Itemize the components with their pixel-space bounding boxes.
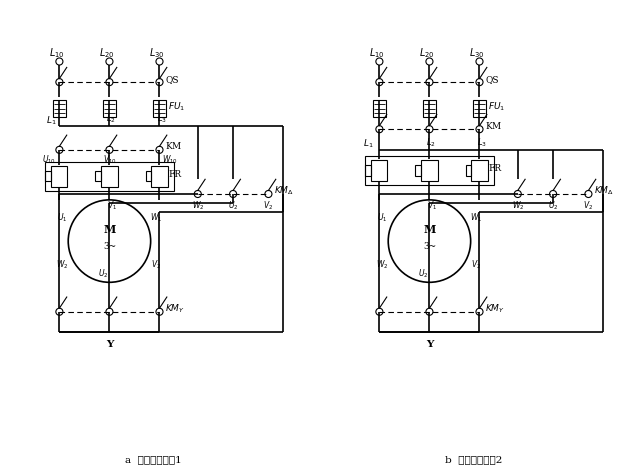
Text: $L_3$: $L_3$ bbox=[477, 136, 486, 149]
Text: $U_1$: $U_1$ bbox=[377, 211, 388, 224]
Text: $V_2$: $V_2$ bbox=[264, 200, 273, 212]
Bar bbox=[421, 160, 438, 181]
Text: Y: Y bbox=[106, 340, 113, 349]
Text: FR: FR bbox=[168, 170, 182, 179]
Text: $U_{10}$: $U_{10}$ bbox=[42, 154, 56, 166]
Text: $W_2$: $W_2$ bbox=[511, 200, 524, 212]
Text: M: M bbox=[423, 224, 436, 235]
Text: $L_2$: $L_2$ bbox=[106, 113, 116, 125]
Text: $V_1$: $V_1$ bbox=[108, 200, 117, 212]
Text: $W_1$: $W_1$ bbox=[470, 211, 483, 224]
Text: $U_2$: $U_2$ bbox=[419, 267, 429, 280]
Bar bbox=[365, 156, 494, 185]
Text: $V_2$: $V_2$ bbox=[584, 200, 593, 212]
Text: $W_2$: $W_2$ bbox=[376, 258, 388, 271]
Bar bbox=[95, 171, 101, 182]
Text: 3~: 3~ bbox=[103, 243, 116, 252]
Text: $V_2$: $V_2$ bbox=[472, 258, 481, 271]
Text: $FU_1$: $FU_1$ bbox=[488, 101, 506, 113]
Bar bbox=[52, 100, 66, 118]
Bar bbox=[45, 162, 174, 191]
Text: $L_{10}$: $L_{10}$ bbox=[49, 46, 64, 60]
Bar bbox=[101, 166, 118, 187]
Text: $KM_Y$: $KM_Y$ bbox=[165, 302, 186, 315]
Text: KM: KM bbox=[165, 142, 182, 151]
Text: FR: FR bbox=[488, 164, 502, 173]
Bar bbox=[415, 165, 421, 175]
Text: $U_1$: $U_1$ bbox=[57, 211, 68, 224]
Text: $L_{30}$: $L_{30}$ bbox=[468, 46, 484, 60]
Text: $V_1$: $V_1$ bbox=[428, 200, 437, 212]
Text: QS: QS bbox=[165, 75, 179, 84]
Text: $L_2$: $L_2$ bbox=[426, 136, 436, 149]
Text: $W_2$: $W_2$ bbox=[191, 200, 204, 212]
Text: $FU_1$: $FU_1$ bbox=[168, 101, 186, 113]
Bar bbox=[423, 100, 436, 118]
Text: $W_{10}$: $W_{10}$ bbox=[163, 154, 179, 166]
Text: $L_1$: $L_1$ bbox=[46, 114, 56, 127]
Text: Y: Y bbox=[426, 340, 433, 349]
Bar bbox=[365, 165, 371, 175]
Text: $V_2$: $V_2$ bbox=[152, 258, 161, 271]
Text: $U_2$: $U_2$ bbox=[228, 200, 238, 212]
Bar bbox=[465, 165, 472, 175]
Bar bbox=[473, 100, 486, 118]
Bar bbox=[145, 171, 152, 182]
Text: $W_2$: $W_2$ bbox=[56, 258, 68, 271]
Text: $U_2$: $U_2$ bbox=[99, 267, 109, 280]
Text: b  主电路原理图2: b 主电路原理图2 bbox=[445, 456, 502, 464]
Text: $L_{30}$: $L_{30}$ bbox=[148, 46, 164, 60]
Bar bbox=[372, 100, 386, 118]
Text: 3~: 3~ bbox=[423, 243, 436, 252]
Text: $KM_\Delta$: $KM_\Delta$ bbox=[275, 185, 294, 197]
Text: M: M bbox=[103, 224, 116, 235]
Text: KM: KM bbox=[485, 122, 502, 131]
Text: $L_{20}$: $L_{20}$ bbox=[99, 46, 115, 60]
Bar bbox=[472, 160, 488, 181]
Text: $L_3$: $L_3$ bbox=[157, 113, 166, 125]
Text: $V_{10}$: $V_{10}$ bbox=[102, 154, 116, 166]
Text: QS: QS bbox=[485, 75, 499, 84]
Text: $KM_\Delta$: $KM_\Delta$ bbox=[595, 185, 614, 197]
Bar bbox=[153, 100, 166, 118]
Bar bbox=[371, 160, 387, 181]
Bar bbox=[152, 166, 168, 187]
Text: $L_{20}$: $L_{20}$ bbox=[419, 46, 435, 60]
Text: $KM_Y$: $KM_Y$ bbox=[485, 302, 506, 315]
Text: $U_2$: $U_2$ bbox=[548, 200, 558, 212]
Text: $W_1$: $W_1$ bbox=[150, 211, 163, 224]
Text: a  主电路原理图1: a 主电路原理图1 bbox=[125, 456, 182, 464]
Bar bbox=[103, 100, 116, 118]
Bar bbox=[45, 171, 51, 182]
Bar bbox=[51, 166, 67, 187]
Text: $L_1$: $L_1$ bbox=[363, 137, 374, 150]
Text: $L_{10}$: $L_{10}$ bbox=[369, 46, 384, 60]
